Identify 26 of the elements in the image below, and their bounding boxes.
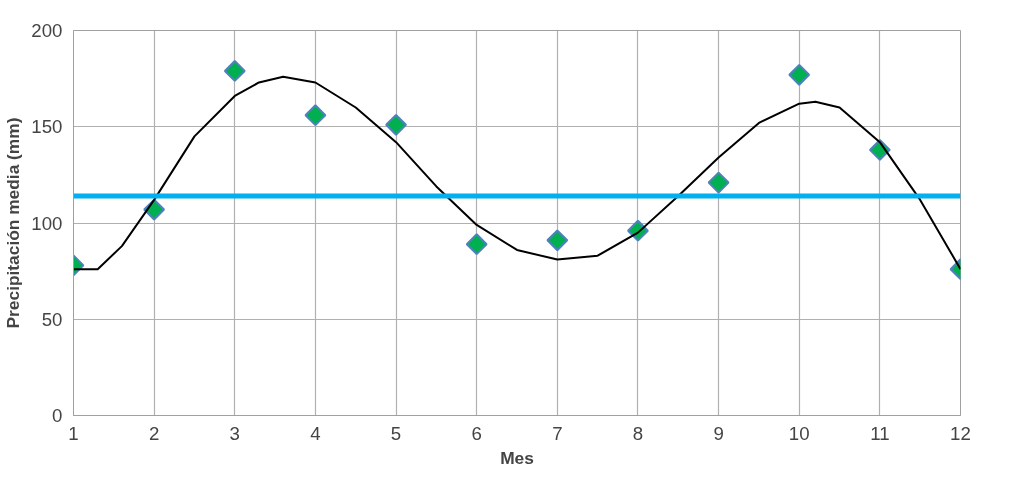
point: [788, 63, 811, 86]
x-axis-title: Mes: [500, 447, 534, 468]
point: [223, 60, 246, 82]
point: [304, 104, 327, 127]
x-tick-label: 1: [68, 422, 79, 444]
y-tick-label: 0: [52, 405, 63, 426]
y-tick-label: 100: [31, 212, 63, 234]
x-tick-label: 9: [713, 422, 724, 444]
point: [465, 233, 488, 256]
x-tick-label: 4: [310, 422, 321, 444]
y-tick-label: 50: [41, 308, 63, 330]
x-tick-label: 2: [148, 422, 160, 444]
x-tick-label: 8: [632, 422, 644, 444]
x-tick-label: 6: [471, 422, 482, 444]
y-axis-title: Precipitación media (mm): [3, 117, 24, 329]
y-tick-label: 150: [31, 116, 63, 138]
point: [546, 229, 569, 252]
x-tick-label: 11: [870, 422, 890, 444]
x-tick-label: 5: [390, 422, 402, 444]
x-tick-label: 10: [788, 422, 810, 444]
y-tick-label: 200: [31, 20, 63, 41]
x-tick-label: 7: [552, 422, 563, 444]
point: [385, 113, 407, 136]
point: [707, 171, 730, 194]
x-tick-label: 12: [950, 422, 971, 444]
x-tick-label: 3: [229, 422, 240, 444]
